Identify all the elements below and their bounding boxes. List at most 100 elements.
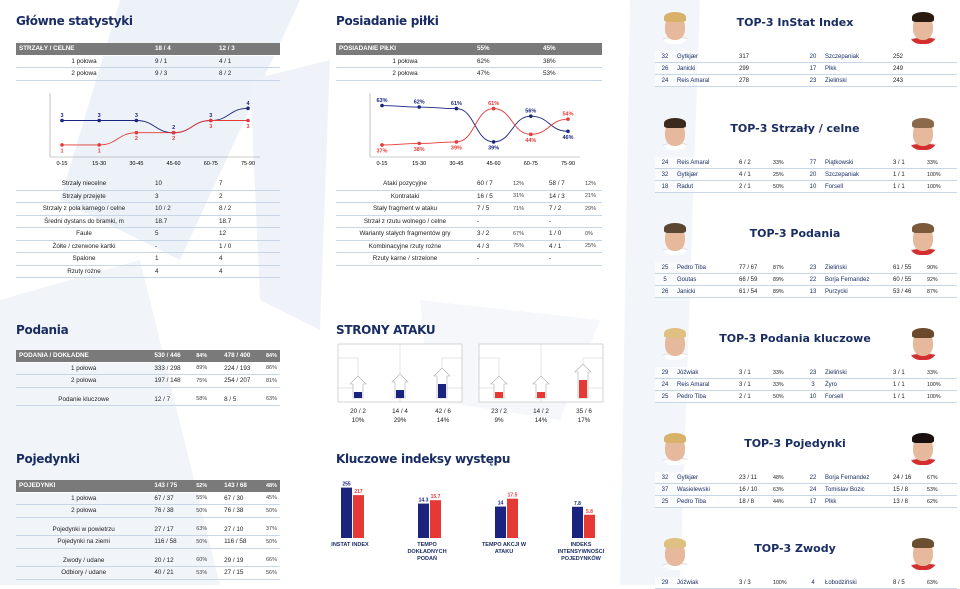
attack-home: 7 / 5 bbox=[474, 202, 510, 216]
player-number: 22 bbox=[803, 472, 823, 484]
attack-label: Ataki pozycyjne bbox=[336, 178, 474, 191]
kpi-bar bbox=[341, 487, 352, 538]
shots-header-label: STRZAŁY / CELNE bbox=[16, 43, 152, 56]
player-avatar bbox=[908, 116, 938, 150]
player-name: Reis Amaral bbox=[675, 74, 737, 87]
kpi-bar bbox=[430, 500, 441, 538]
row-home: 197 / 148 bbox=[151, 374, 194, 388]
player-name: Reis Amaral bbox=[675, 157, 737, 169]
player-number: 24 bbox=[803, 483, 823, 496]
player-pct: 63% bbox=[771, 483, 803, 496]
duels-table: POJEDYNKI 143 / 75 52% 143 / 68 48% 1 połowa 6… bbox=[16, 480, 280, 580]
row-away-pct: 81% bbox=[262, 374, 280, 388]
row-home-pct: 55% bbox=[193, 492, 222, 505]
stat-label: Średni dystans do bramki, m bbox=[16, 215, 152, 228]
x-tick-label: 0-15 bbox=[56, 161, 67, 167]
kpi-category-label: TEMPO DOKŁADNYCH PODAŃ bbox=[407, 542, 447, 562]
player-pct bbox=[925, 51, 957, 63]
data-label: 37% bbox=[376, 148, 387, 154]
header-home: 143 / 75 bbox=[151, 480, 194, 493]
player-number: 32 bbox=[655, 51, 675, 63]
player-pct bbox=[925, 62, 957, 75]
player-name: Pedro Tiba bbox=[675, 495, 737, 508]
attack-away: 1 / 0 bbox=[546, 227, 582, 241]
attack-bar bbox=[354, 392, 362, 398]
attack-away-pct: 0% bbox=[582, 227, 602, 241]
header-home-pct: 52% bbox=[193, 480, 222, 493]
table-row: Faule 5 12 bbox=[16, 227, 280, 241]
data-point bbox=[171, 130, 176, 135]
main-stats-title: Główne statystyki bbox=[16, 14, 133, 28]
table-row: 29 Jóźwiak 3 / 3 100% 4 Łobodziński 8 / 5 63% bbox=[655, 577, 957, 589]
data-label: 61% bbox=[451, 101, 462, 107]
player-number: 17 bbox=[803, 62, 823, 75]
table-row: Żółte / czerwone kartki -1 / 0 bbox=[16, 240, 280, 253]
kpi-value: 217 bbox=[354, 489, 363, 495]
stat-away: 1 / 0 bbox=[216, 240, 280, 253]
kpi-category-label: TEMPO AKCJI W ATAKU bbox=[481, 542, 527, 555]
data-label: 3 bbox=[60, 113, 63, 119]
player-number: 10 bbox=[803, 180, 823, 193]
attack-count: 42 / 6 bbox=[435, 408, 451, 415]
table-row: Średni dystans do bramki, m 18.7 18.7 bbox=[16, 215, 280, 228]
row-away: 116 / 58 bbox=[221, 535, 263, 549]
data-label: 1 bbox=[98, 148, 101, 154]
kpi-bar bbox=[507, 498, 518, 538]
table-row: 2 połowa 197 / 148 75% 254 / 207 81% bbox=[16, 374, 280, 388]
top3-table: 32 Gytkjær 23 / 11 48% 22 Borja Fernandez 24 /… bbox=[655, 472, 957, 508]
attack-count: 14 / 4 bbox=[392, 408, 408, 415]
attack-away: 58 / 7 bbox=[546, 178, 582, 191]
attack-pct: 14% bbox=[436, 417, 450, 424]
attack-side-label: 14 / 4 29% bbox=[380, 407, 420, 425]
stat-label: Strzały niecelne bbox=[16, 178, 152, 191]
table-row: 24 Reis Amaral 278 23 Zieliński 243 bbox=[655, 74, 957, 87]
attack-side-label: 14 / 2 14% bbox=[521, 407, 561, 425]
player-pct: 87% bbox=[925, 285, 957, 298]
player-name: Janicki bbox=[675, 285, 737, 298]
player-value: 8 / 5 bbox=[891, 577, 925, 589]
x-tick-label: 30-45 bbox=[449, 161, 463, 167]
kpi-value: 14 bbox=[498, 501, 504, 507]
player-name: Szczepaniak bbox=[823, 51, 891, 63]
data-label: 46% bbox=[562, 135, 573, 141]
table-row: Strzały niecelne 10 7 bbox=[16, 178, 280, 191]
table-header: PODANIA / DOKŁADNE 530 / 446 84% 478 / 400 8… bbox=[16, 350, 280, 363]
player-value: 61 / 54 bbox=[737, 285, 771, 298]
x-tick-label: 45-60 bbox=[167, 161, 181, 167]
data-point bbox=[60, 118, 64, 123]
player-value: 3 / 3 bbox=[737, 577, 771, 589]
player-avatar bbox=[908, 536, 938, 570]
player-pct: 100% bbox=[925, 378, 957, 391]
possession-line-chart: 0-15 15-30 30-45 45-60 60-75 75-90 63% 62% 61% 39… bbox=[369, 93, 580, 167]
player-name: Szczepaniak bbox=[823, 168, 891, 181]
attack-away-pct: 29% bbox=[582, 202, 602, 216]
header-away: 143 / 68 bbox=[221, 480, 263, 493]
player-pct: 50% bbox=[771, 390, 803, 403]
row-home: 333 / 298 bbox=[151, 362, 194, 375]
table-row: Kontrataki 16 / 5 31% 14 / 3 21% bbox=[336, 190, 602, 203]
row-home: 67 / 37 bbox=[151, 492, 194, 505]
shots-away: 8 / 2 bbox=[216, 67, 280, 81]
shots-header-away: 12 / 3 bbox=[216, 43, 280, 56]
table-row: Rzuty rożne 4 4 bbox=[16, 265, 280, 278]
player-name: Reis Amaral bbox=[675, 378, 737, 391]
kpi-category-label: INSTAT INDEX bbox=[331, 542, 369, 548]
top3-table: 25 Pedro Tiba 77 / 67 87% 23 Zieliński 61 / 55… bbox=[655, 262, 957, 298]
stat-away: 2 bbox=[216, 190, 280, 203]
player-pct bbox=[925, 74, 957, 87]
attack-home: - bbox=[474, 215, 510, 228]
kpi-value: 7.8 bbox=[574, 501, 581, 507]
data-point bbox=[491, 106, 496, 111]
top3-table: 29 Jóźwiak 3 / 1 33% 23 Zieliński 3 / 1 33% 24 Re… bbox=[655, 367, 957, 403]
possession-header-label: POSIADANIE PIŁKI bbox=[336, 43, 474, 56]
row-label: 1 połowa bbox=[16, 362, 152, 375]
stat-away: 4 bbox=[216, 265, 280, 278]
attack-home-pct: 67% bbox=[510, 227, 546, 241]
table-row: 25 Pedro Tiba 2 / 1 50% 10 Forsell 1 / 1 100% bbox=[655, 390, 957, 403]
row-home-pct: 75% bbox=[193, 374, 222, 388]
kpi-bar bbox=[584, 514, 595, 538]
row-away-pct: 63% bbox=[262, 393, 280, 406]
player-number: 23 bbox=[803, 262, 823, 274]
attack-home: 4 / 3 bbox=[474, 240, 510, 253]
